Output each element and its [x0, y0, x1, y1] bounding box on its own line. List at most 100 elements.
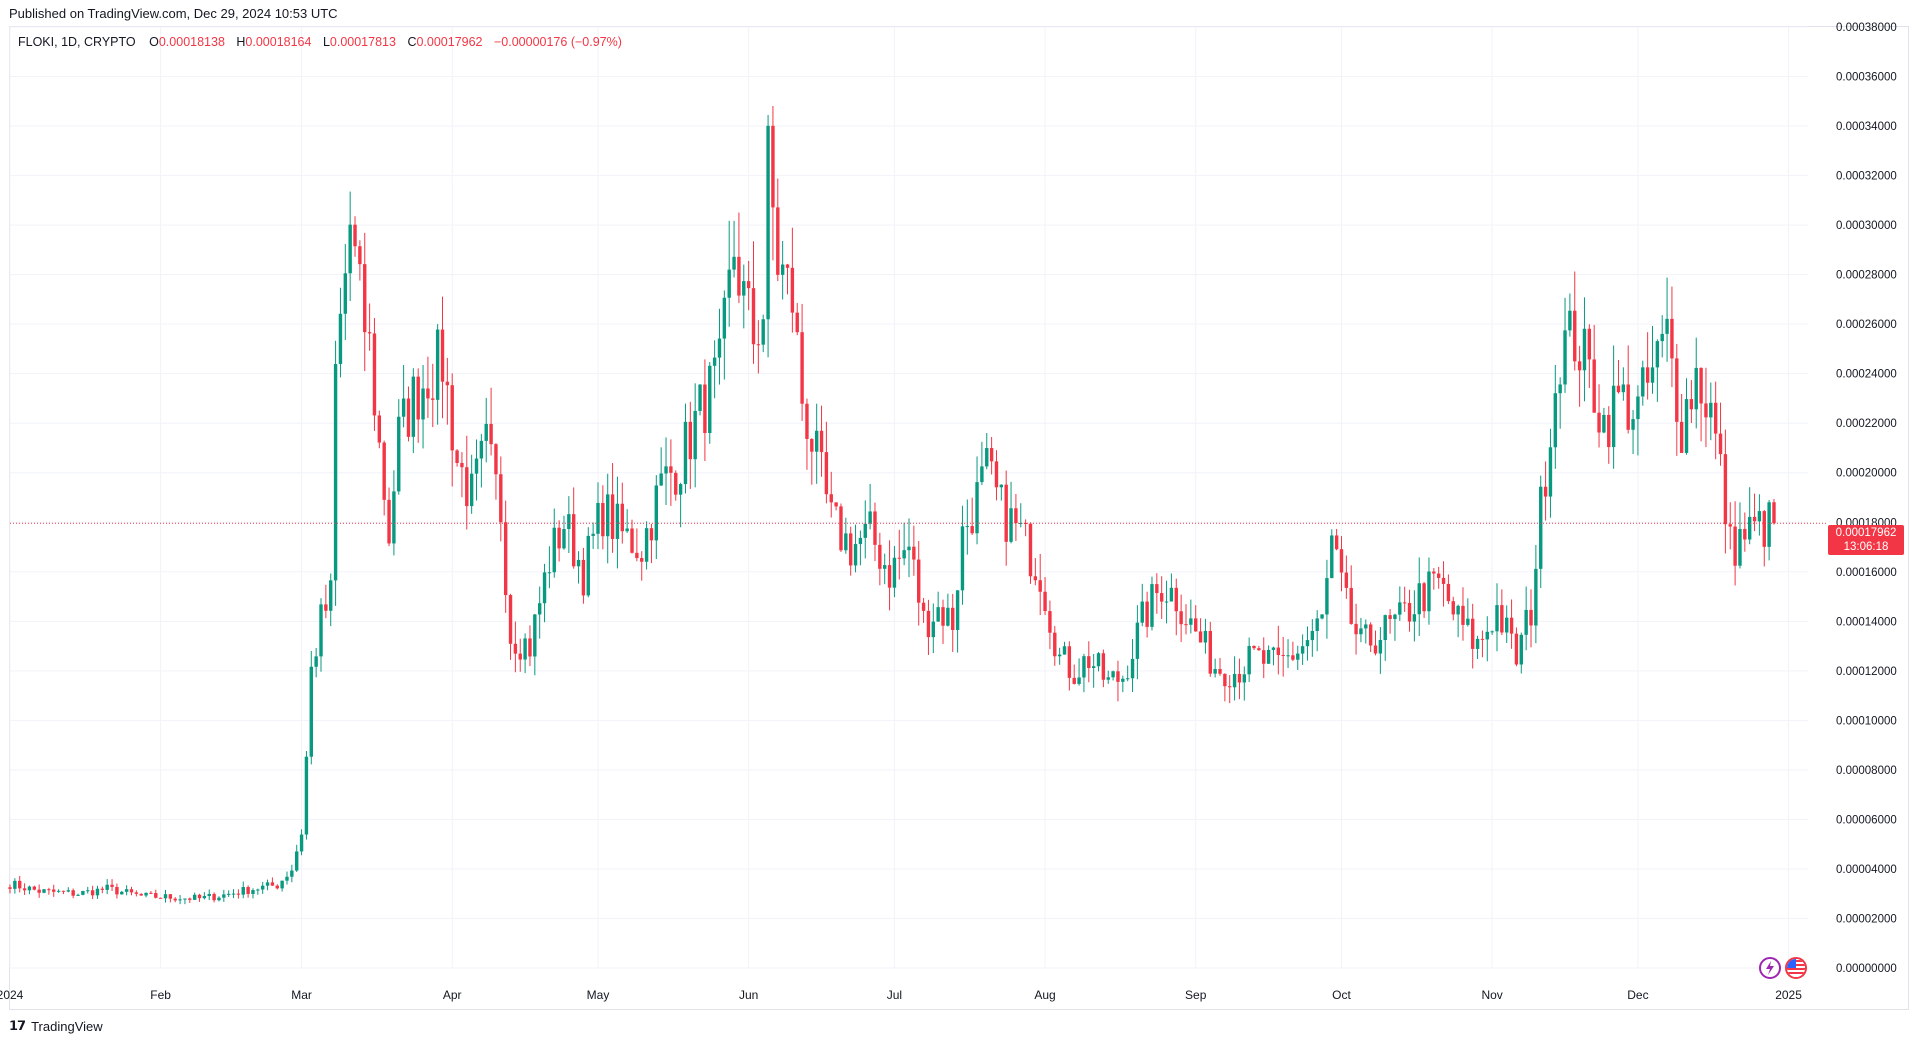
candle-body	[727, 269, 731, 298]
candle-body	[1675, 358, 1679, 422]
candle-body	[1582, 328, 1587, 371]
candle-body	[256, 889, 260, 891]
candle-body	[1257, 648, 1261, 651]
candle-body	[810, 438, 814, 452]
candle-body	[212, 893, 216, 901]
candle-body	[1767, 502, 1771, 547]
candle-body	[314, 656, 318, 667]
candle-body	[994, 461, 999, 488]
candle-body	[1636, 396, 1640, 420]
candle-body	[931, 621, 935, 638]
candle-body	[329, 580, 333, 611]
candle-body	[795, 312, 799, 333]
candle-body	[1645, 367, 1650, 383]
candle-body	[411, 376, 416, 437]
candle-body	[290, 870, 294, 877]
candle-body	[333, 364, 338, 581]
candle-body	[581, 559, 586, 596]
candle-body	[1611, 385, 1616, 448]
tradingview-logo-icon[interactable]: 𝟭𝟳	[9, 1018, 26, 1033]
candle-body	[766, 125, 770, 320]
lightning-icon[interactable]	[1759, 957, 1781, 979]
candle-body	[1650, 367, 1655, 383]
candle-body	[1456, 605, 1460, 615]
candle-body	[1407, 602, 1412, 622]
candle-body	[946, 607, 950, 626]
candle-body	[571, 514, 576, 567]
candle-body	[56, 890, 61, 892]
candle-body	[474, 458, 479, 474]
candle-body	[489, 423, 493, 445]
x-tick-label: May	[587, 988, 610, 1002]
x-tick-label: Sep	[1185, 988, 1207, 1002]
candle-body	[1427, 571, 1431, 612]
candle-body	[139, 893, 143, 896]
candle-body	[1155, 584, 1159, 594]
candle-body	[450, 385, 454, 451]
candle-body	[528, 638, 532, 657]
candle-body	[1679, 421, 1684, 453]
candle-body	[47, 889, 51, 891]
candle-body	[878, 544, 882, 569]
candle-body	[1023, 522, 1028, 524]
candle-body	[1514, 633, 1519, 665]
candle-body	[445, 381, 450, 386]
candle-body	[1305, 640, 1310, 647]
candle-body	[1062, 646, 1067, 655]
candle-body	[1563, 330, 1567, 385]
us-flag-icon[interactable]	[1785, 957, 1807, 979]
candle-body	[129, 889, 134, 893]
candle-body	[601, 502, 605, 537]
candle-body	[664, 466, 668, 474]
footer-brand[interactable]: TradingView	[31, 1018, 103, 1034]
candle-body	[533, 614, 537, 657]
candle-body	[105, 884, 109, 890]
candle-body	[644, 528, 649, 562]
last-price-badge: 0.00017962 13:06:18	[1828, 525, 1904, 555]
candle-body	[887, 565, 892, 588]
candle-body	[469, 473, 474, 507]
candle-body	[834, 502, 838, 507]
candle-body	[1573, 310, 1577, 362]
candle-body	[683, 421, 688, 485]
candle-body	[1470, 618, 1475, 649]
candle-body	[348, 224, 352, 274]
candle-body	[941, 607, 945, 626]
candle-body	[839, 506, 843, 551]
candle-body	[86, 890, 90, 892]
candle-body	[1169, 587, 1174, 602]
candle-body	[1179, 611, 1183, 625]
candle-body	[926, 610, 931, 638]
y-tick-label: 0.00004000	[1836, 864, 1897, 876]
candle-body	[217, 897, 221, 901]
candle-body	[1728, 524, 1732, 527]
candle-body	[1519, 634, 1523, 665]
symbol-label[interactable]: FLOKI, 1D, CRYPTO	[18, 35, 136, 49]
candle-body	[1505, 617, 1509, 633]
candle-body	[37, 889, 41, 893]
candle-body	[1451, 601, 1455, 615]
candle-body	[669, 466, 673, 473]
candle-body	[547, 572, 552, 574]
y-tick-label: 0.00032000	[1836, 171, 1897, 183]
candle-body	[8, 887, 12, 889]
candle-body	[1130, 658, 1135, 679]
candle-body	[149, 892, 153, 894]
candle-body	[1553, 393, 1558, 448]
candle-body	[431, 398, 435, 400]
candle-body	[1441, 577, 1446, 584]
candle-body	[659, 473, 663, 486]
candle-body	[1631, 419, 1635, 430]
candle-body	[163, 894, 168, 899]
candle-body	[688, 421, 693, 460]
candle-body	[1121, 678, 1125, 682]
candle-body	[722, 297, 727, 339]
candle-body	[1373, 645, 1378, 654]
candle-body	[1252, 645, 1256, 649]
candle-body	[71, 890, 75, 896]
candle-body	[372, 333, 377, 416]
candle-body	[674, 472, 678, 495]
candle-body	[1218, 669, 1222, 674]
candle-body	[1125, 678, 1130, 680]
